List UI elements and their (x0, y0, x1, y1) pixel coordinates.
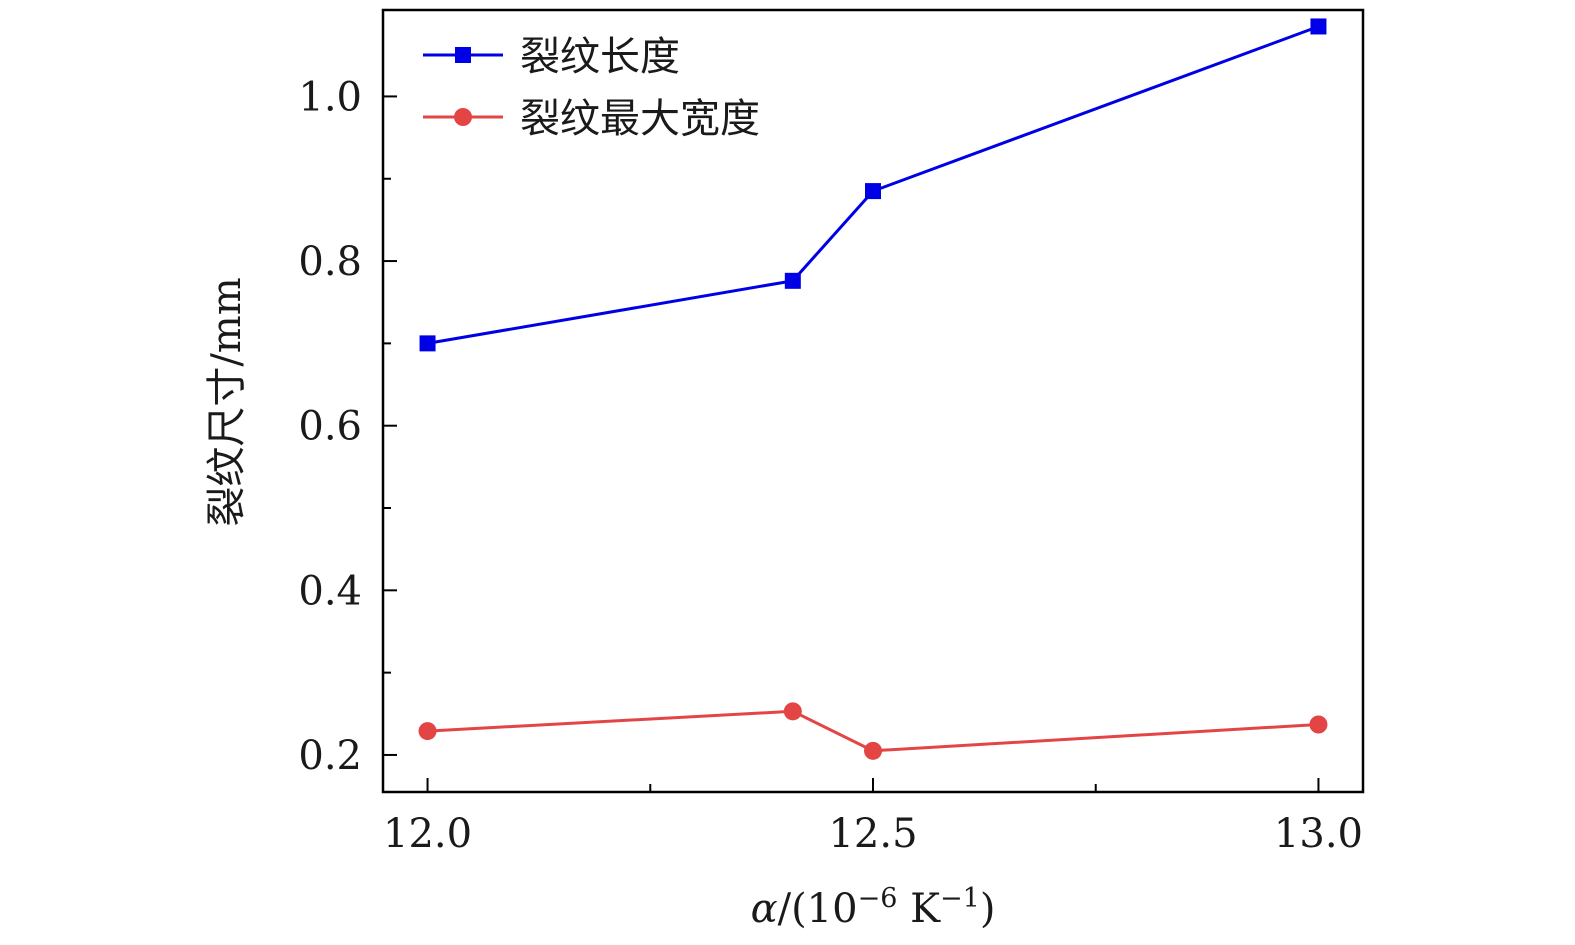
y-tick-label: 0.2 (298, 733, 362, 779)
x-axis-text: /(10 (778, 886, 858, 932)
x-tick-label: 12.0 (383, 811, 472, 857)
x-axis-title: α/(10−6 K−1) (751, 883, 996, 933)
x-axis-unit: K (897, 886, 941, 932)
series-line (427, 709, 1319, 753)
x-axis-close: ) (980, 886, 996, 932)
legend-label-1: 裂纹最大宽度 (520, 96, 760, 142)
data-point (1309, 715, 1328, 734)
series-1 (418, 702, 1328, 760)
y-tick-label: 0.6 (298, 404, 362, 450)
y-axis-title: 裂纹尺寸/mm (204, 277, 250, 526)
x-axis-symbol: α (751, 886, 778, 932)
x-tick-label: 13.0 (1274, 811, 1363, 857)
axis-ticks: 12.0 12.5 13.0 0.2 0.4 0.6 0.8 1.0 (298, 74, 1363, 857)
data-point (1310, 18, 1327, 35)
data-point (419, 335, 436, 352)
x-axis-exp2: −1 (940, 883, 980, 914)
x-axis-exp1: −6 (858, 883, 898, 914)
y-tick-label: 0.4 (298, 568, 362, 614)
legend-label-0: 裂纹长度 (520, 34, 680, 80)
x-tick-label: 12.5 (828, 811, 917, 857)
legend-marker-1 (454, 108, 472, 126)
data-point (865, 183, 881, 200)
series-0 (419, 18, 1327, 352)
legend-marker-0 (455, 47, 471, 63)
data-point (784, 272, 801, 289)
data-point (864, 741, 882, 760)
y-tick-label: 0.8 (298, 239, 362, 285)
data-point (418, 722, 437, 741)
series-line (427, 25, 1320, 345)
y-tick-label: 1.0 (298, 74, 362, 120)
legend: 裂纹长度 裂纹最大宽度 (423, 34, 760, 142)
data-point (783, 702, 802, 721)
plot-marks (418, 18, 1328, 760)
